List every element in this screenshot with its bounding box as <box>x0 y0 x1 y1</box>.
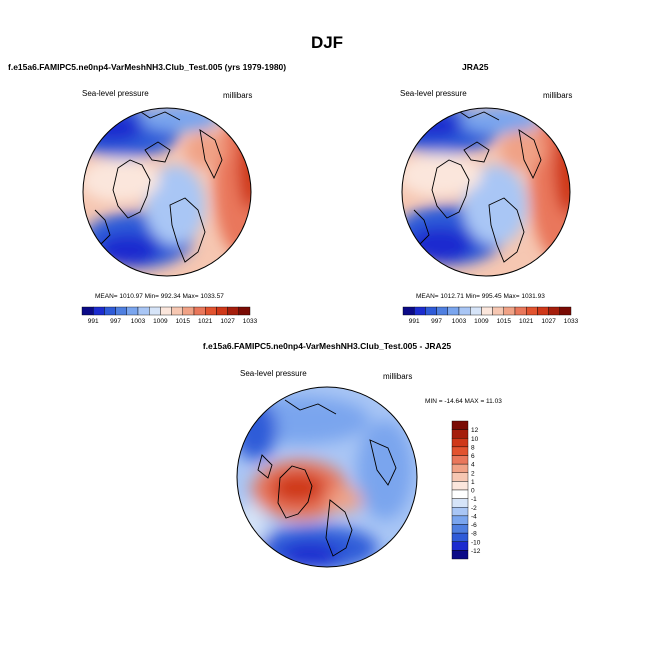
diff-panel-title: f.e15a6.FAMIPC5.ne0np4-VarMeshNH3.Club_T… <box>202 341 452 351</box>
diff-colorbar-box <box>451 429 469 439</box>
diff-colorbar-tick-label: -1 <box>471 496 477 503</box>
model-units-label: millibars <box>223 91 253 100</box>
obs-colorbar-tick-label: 1015 <box>497 318 512 325</box>
diff-colorbar-box <box>451 455 469 465</box>
model-colorbar-tick-label: 1015 <box>176 318 191 325</box>
diff-colorbar-tick-label: -2 <box>471 505 477 512</box>
model-colorbar-tick-label: 1003 <box>131 318 146 325</box>
obs-variable-label: Sea-level pressure <box>400 89 467 98</box>
diff-colorbar-box <box>451 420 469 430</box>
obs-colorbar-tick-label: 1021 <box>519 318 534 325</box>
diff-colorbar-box <box>451 446 469 456</box>
obs-colorbar-box <box>559 306 572 316</box>
diff-colorbar-box <box>451 489 469 499</box>
model-panel-title: f.e15a6.FAMIPC5.ne0np4-VarMeshNH3.Club_T… <box>8 62 287 72</box>
figure-title: DJF <box>310 33 344 52</box>
diff-colorbar-box <box>451 463 469 473</box>
diff-colorbar-tick-label: -12 <box>471 548 481 555</box>
obs-colorbar-tick-label: 1027 <box>541 318 556 325</box>
diff-colorbar-tick-label: 12 <box>471 427 479 434</box>
obs-units-label: millibars <box>543 91 573 100</box>
model-colorbar-tick-label: 1009 <box>153 318 168 325</box>
obs-colorbar-tick-label: 1033 <box>564 318 579 325</box>
model-colorbar-tick-label: 997 <box>110 318 121 325</box>
model-colorbar-tick-label: 1033 <box>243 318 258 325</box>
diff-colorbar-tick-label: 10 <box>471 436 479 443</box>
diff-colorbar-box <box>451 498 469 508</box>
obs-coastlines <box>413 108 542 263</box>
diff-colorbar-tick-label: 2 <box>471 470 475 477</box>
obs-colorbar-tick-label: 1003 <box>452 318 467 325</box>
diff-colorbar-box <box>451 524 469 534</box>
diff-units-label: millibars <box>383 372 413 381</box>
diff-colorbar-box <box>451 532 469 542</box>
diff-colorbar-tick-label: -6 <box>471 522 477 529</box>
model-stats: MEAN= 1010.97 Min= 992.34 Max= 1033.57 <box>95 293 224 300</box>
obs-colorbar-tick-label: 991 <box>409 318 420 325</box>
diff-colorbar-box <box>451 515 469 525</box>
obs-colorbar-tick-label: 1009 <box>474 318 489 325</box>
diff-colorbar-box <box>451 472 469 482</box>
diff-variable-label: Sea-level pressure <box>240 369 307 378</box>
diff-colorbar-box <box>451 438 469 448</box>
diff-stats: MIN = -14.64 MAX = 11.03 <box>425 398 502 405</box>
diff-colorbar-box <box>451 550 469 560</box>
obs-stats: MEAN= 1012.71 Min= 995.45 Max= 1031.93 <box>416 293 545 300</box>
diff-colorbar-tick-label: -4 <box>471 513 477 520</box>
diff-colorbar-box <box>451 507 469 517</box>
model-coastlines <box>94 108 223 263</box>
model-colorbar-tick-label: 991 <box>88 318 99 325</box>
diff-colorbar-tick-label: -10 <box>471 539 481 546</box>
obs-panel-title: JRA25 <box>462 62 489 72</box>
diff-colorbar-tick-label: 4 <box>471 462 475 469</box>
model-colorbar-tick-label: 1027 <box>220 318 235 325</box>
diff-colorbar-tick-label: 6 <box>471 453 475 460</box>
diff-colorbar-tick-label: 8 <box>471 444 475 451</box>
model-variable-label: Sea-level pressure <box>82 89 149 98</box>
diff-colorbar-tick-label: 1 <box>471 479 475 486</box>
model-colorbar-box <box>238 306 251 316</box>
diff-colorbar-tick-label: 0 <box>471 488 475 495</box>
diff-colorbar-tick-label: -8 <box>471 531 477 538</box>
obs-colorbar-tick-label: 997 <box>431 318 442 325</box>
model-colorbar-tick-label: 1021 <box>198 318 213 325</box>
diff-colorbar-box <box>451 541 469 551</box>
diff-colorbar-box <box>451 481 469 491</box>
